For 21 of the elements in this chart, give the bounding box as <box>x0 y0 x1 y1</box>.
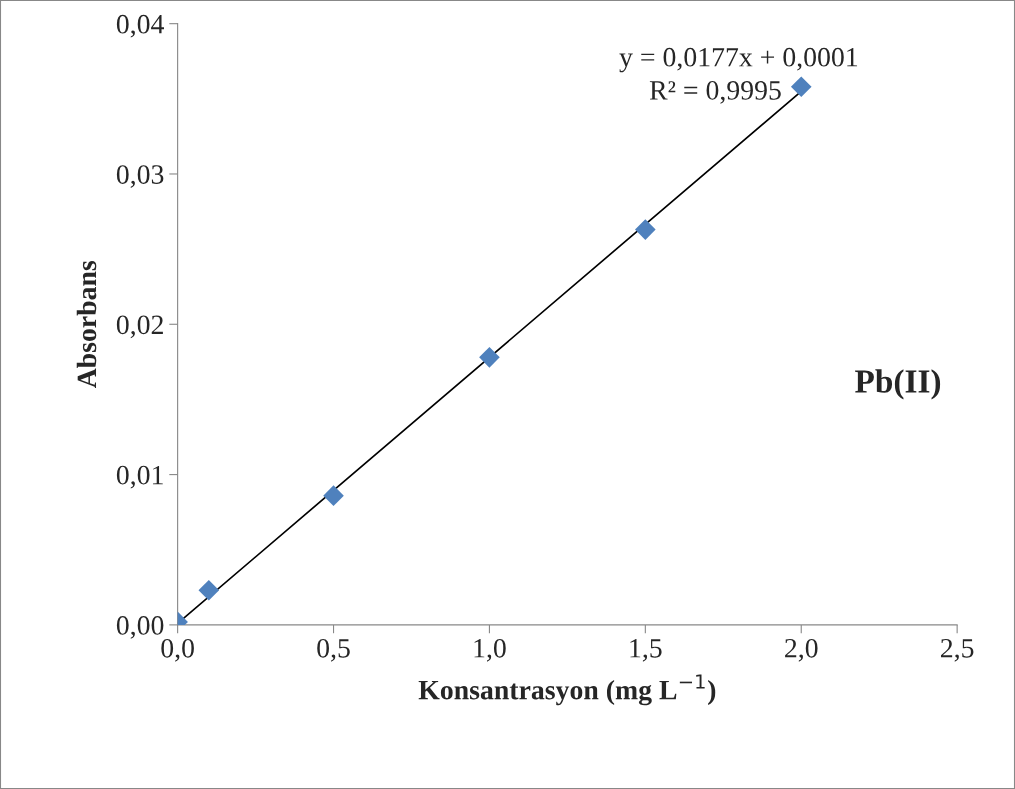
point <box>635 219 656 240</box>
y-tick-label: 0,00 <box>116 616 164 639</box>
x-tick-label: 2,0 <box>785 638 818 662</box>
y-tick-label: 0,02 <box>116 315 163 339</box>
y-tick-label: 0,04 <box>116 14 164 38</box>
x-tick-label: 2,5 <box>941 638 974 662</box>
x-tick-label: 1,5 <box>630 639 662 662</box>
point <box>198 580 220 601</box>
x-axis-title: Konsantrasyon (mg L$^{−1}$) <box>418 674 716 706</box>
point <box>323 485 344 506</box>
annotation: R² = 0,9995 <box>649 81 781 104</box>
y-tick-label: 0,01 <box>116 465 163 489</box>
x-tick-label: 1,0 <box>474 638 506 662</box>
point <box>479 347 500 368</box>
y-tick-label: 0,03 <box>116 165 164 188</box>
x-tick-label: 0,0 <box>161 638 194 662</box>
annotation: Pb(II) <box>855 369 941 400</box>
x-tick-label: 0,5 <box>317 638 350 662</box>
point <box>790 76 812 98</box>
annotation: y = 0,0177x + 0,0001 <box>619 47 858 73</box>
y-axis-title: Absorbans <box>76 260 97 389</box>
